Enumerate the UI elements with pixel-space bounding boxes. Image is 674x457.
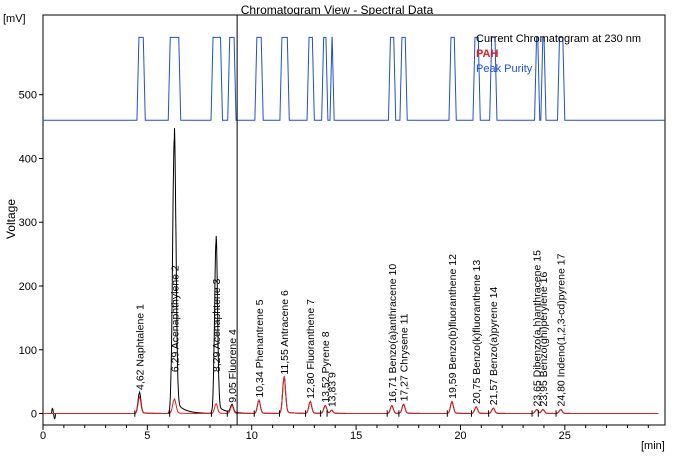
- y-tick-label: 300: [19, 217, 37, 229]
- peak-label: 16,71 Benzo(a)anthracene 10: [387, 264, 399, 403]
- peak-label: 6,29 Acenaphthylene 2: [169, 265, 181, 372]
- peak-label: 9,05 Fluorene 4: [227, 329, 239, 403]
- peak-label: 4,62 Naphtalene 1: [134, 304, 146, 390]
- peak-label: 23,65 Dibenzo(a,h)anthracene 15: [532, 250, 544, 407]
- peak-label: 17,27 Chrysene 11: [398, 313, 410, 401]
- peak-label: 10,34 Phenantrene 5: [254, 299, 266, 397]
- legend-item-pah: PAH: [476, 47, 641, 62]
- plot-frame: [42, 14, 666, 426]
- chart-title: Chromatogram View - Spectral Data: [240, 3, 434, 17]
- peak-label: 8,29 Acenaphtene 3: [211, 278, 223, 372]
- peak-label: 23,95 Benzo(ghi)perylene 16: [538, 272, 550, 407]
- peak-label: 11,55 Antracene 6: [279, 290, 291, 375]
- x-tick-label: 15: [350, 430, 362, 442]
- chart-legend: Current Chromatogram at 230 nm PAH Peak …: [476, 32, 641, 77]
- x-tick-label: 5: [144, 430, 150, 442]
- x-tick-label: 20: [454, 430, 466, 442]
- y-unit-label: [mV]: [3, 13, 26, 25]
- x-tick-label: 10: [246, 430, 258, 442]
- peak-label: 19,59 Benzo(b)fluoranthene 12: [447, 254, 459, 399]
- peak-label: 24,80 Indeno(1,2,3-cd)pyrene 17: [556, 253, 568, 406]
- y-tick-label: 500: [19, 90, 37, 102]
- peak-label: 21,57 Benzo(a)pyrene 14: [488, 287, 500, 406]
- series-line-peak-purity: [43, 36, 665, 121]
- x-tick-label: 0: [40, 430, 46, 442]
- y-tick-label: 100: [19, 345, 37, 357]
- x-tick-label: 25: [559, 430, 571, 442]
- legend-label-purity: Peak Purity: [476, 63, 533, 75]
- y-tick-label: 0: [31, 409, 37, 421]
- peak-label: 13,83 9: [327, 372, 339, 407]
- peak-label: 13,52 Pyrene 8: [320, 331, 332, 402]
- legend-label-230nm: Current Chromatogram at 230 nm: [476, 33, 642, 45]
- y-tick-label: 400: [19, 153, 37, 165]
- legend-item-230nm: Current Chromatogram at 230 nm: [476, 32, 641, 47]
- y-tick-label: 200: [19, 281, 37, 293]
- x-unit-label: [min]: [641, 440, 665, 452]
- peak-label: 20,75 Benzo(k)fluoranthene 13: [471, 260, 483, 404]
- legend-item-purity: Peak Purity: [476, 62, 641, 77]
- peak-label: 12,80 Fluoranthene 7: [305, 299, 317, 399]
- legend-label-pah: PAH: [476, 48, 499, 60]
